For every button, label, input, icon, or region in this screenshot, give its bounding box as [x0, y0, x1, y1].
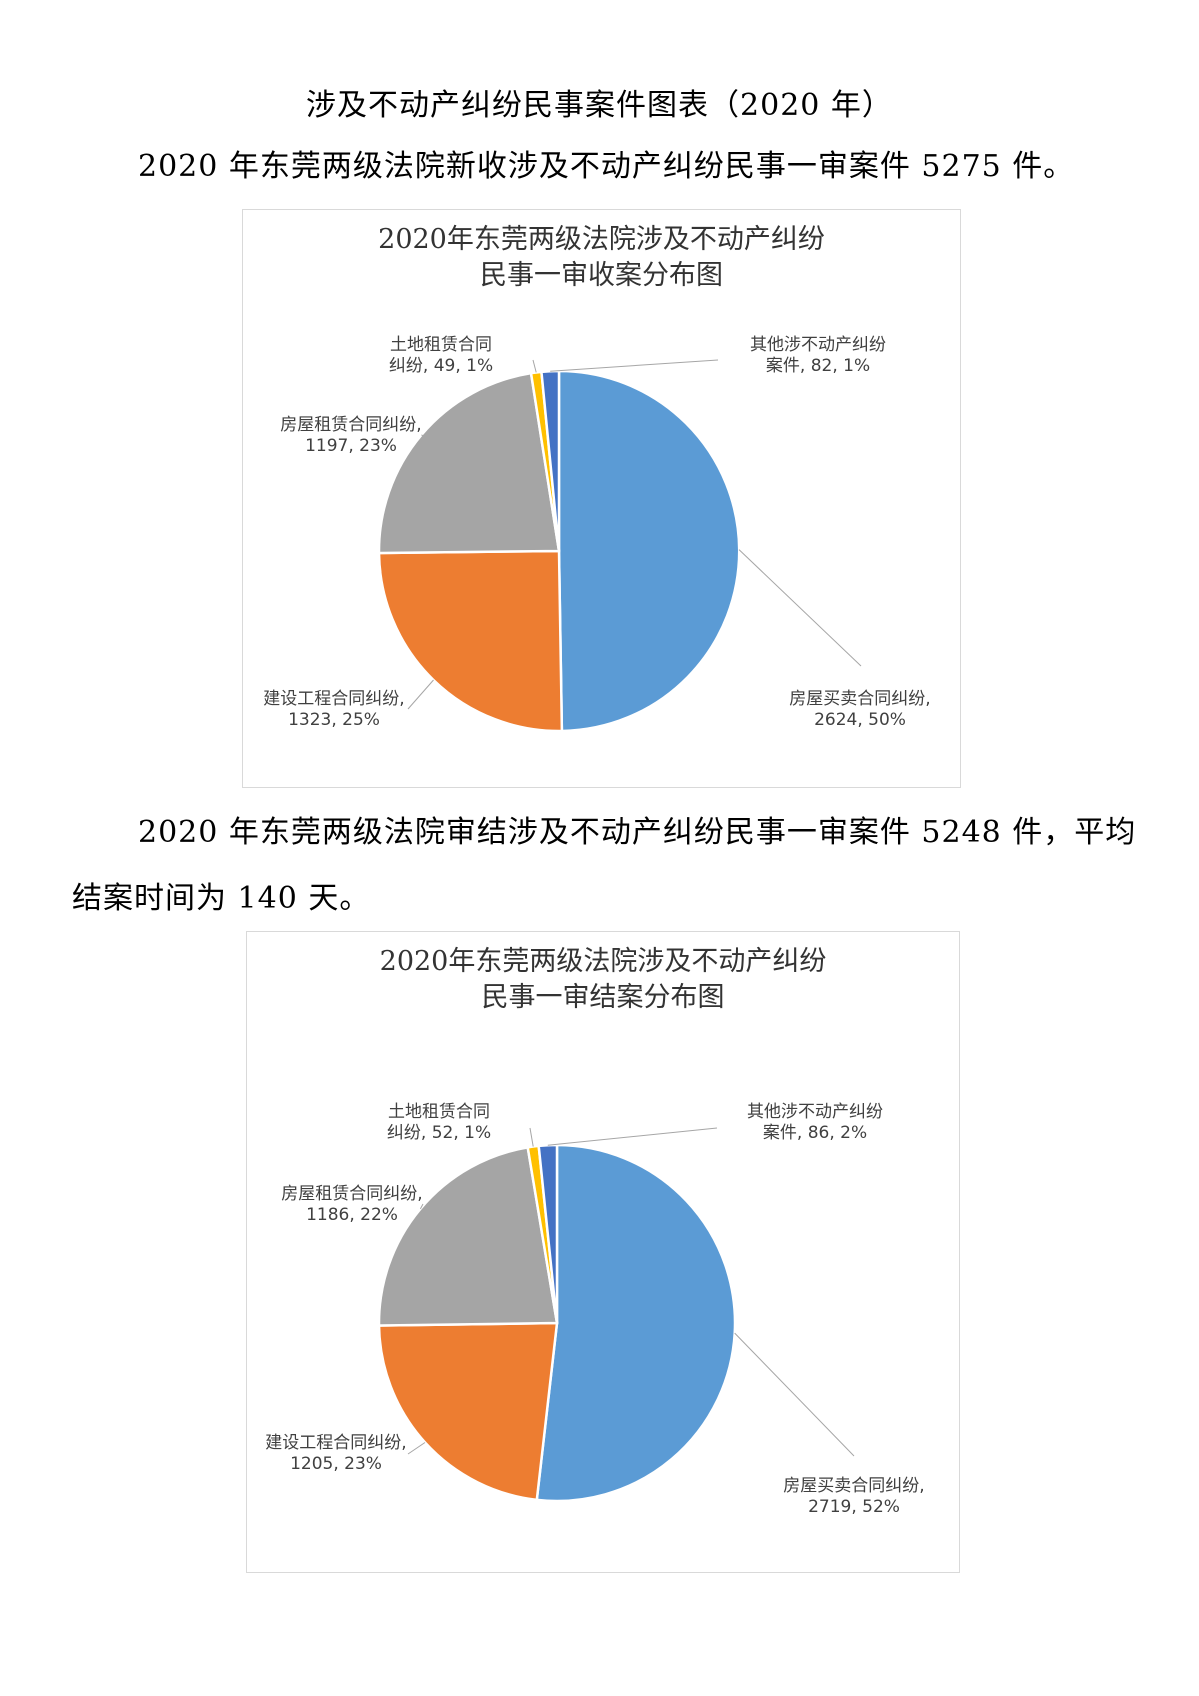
paragraph-closed: 2020 年东莞两级法院审结涉及不动产纠纷民事一审案件 5248 件，平均结案时… — [72, 815, 1137, 916]
leader-line — [407, 679, 434, 710]
pie-slice — [557, 369, 741, 733]
pie-slice — [377, 371, 561, 555]
leader-line — [734, 1332, 855, 1457]
data-label: 房屋买卖合同纠纷, 2624, 50% — [789, 689, 930, 730]
pie-slice — [535, 1143, 737, 1503]
chart-title-line2: 民事一审结案分布图 — [481, 982, 725, 1013]
data-label: 建设工程合同纠纷, 1205, 23% — [265, 1433, 406, 1474]
data-label: 房屋租赁合同纠纷, 1186, 22% — [281, 1184, 422, 1225]
chart-title: 2020年东莞两级法院涉及不动产纠纷 民事一审结案分布图 — [247, 944, 959, 1016]
leader-line — [421, 434, 424, 437]
chart-title-line2: 民事一审收案分布图 — [480, 260, 723, 291]
data-label: 其他涉不动产纠纷案件, 82, 1% — [750, 335, 886, 376]
pie-slice — [377, 1321, 559, 1502]
chart-title-line1: 2020年东莞两级法院涉及不动产纠纷 — [378, 224, 825, 255]
pie-slice — [377, 1145, 559, 1327]
leader-line — [547, 1127, 718, 1146]
data-label: 房屋买卖合同纠纷, 2719, 52% — [783, 1476, 924, 1517]
leader-line — [532, 359, 537, 373]
pie-slice — [377, 549, 564, 733]
leader-line — [529, 1127, 534, 1147]
leader-line — [738, 549, 862, 667]
chart-title: 2020年东莞两级法院涉及不动产纠纷 民事一审收案分布图 — [243, 222, 960, 294]
data-label: 土地租赁合同纠纷, 49, 1% — [389, 335, 493, 376]
page-title: 涉及不动产纠纷民事案件图表（2020 年） — [306, 88, 893, 123]
data-label: 其他涉不动产纠纷案件, 86, 2% — [747, 1102, 883, 1143]
leader-line — [419, 1203, 424, 1210]
pie-chart-received: 2020年东莞两级法院涉及不动产纠纷 民事一审收案分布图 房屋买卖合同纠纷, 26… — [242, 209, 961, 788]
chart-title-line1: 2020年东莞两级法院涉及不动产纠纷 — [379, 946, 827, 977]
data-label: 土地租赁合同纠纷, 52, 1% — [387, 1102, 491, 1143]
pie-chart-svg: 房屋买卖合同纠纷, 2719, 52% 建设工程合同纠纷, 1205, 23% 房屋租赁… — [265, 1102, 924, 1517]
leader-line — [407, 1442, 426, 1455]
paragraph-received: 2020 年东莞两级法院新收涉及不动产纠纷民事一审案件 5275 件。 — [138, 149, 1075, 184]
data-label: 建设工程合同纠纷, 1323, 25% — [263, 689, 404, 730]
pie-chart-closed: 2020年东莞两级法院涉及不动产纠纷 民事一审结案分布图 房屋买卖合同纠纷, 27… — [246, 931, 960, 1573]
leader-line — [550, 359, 719, 372]
pie-chart-svg: 房屋买卖合同纠纷, 2624, 50% 建设工程合同纠纷, 1323, 25% 房屋租赁… — [263, 335, 931, 733]
data-label: 房屋租赁合同纠纷, 1197, 23% — [280, 415, 421, 456]
